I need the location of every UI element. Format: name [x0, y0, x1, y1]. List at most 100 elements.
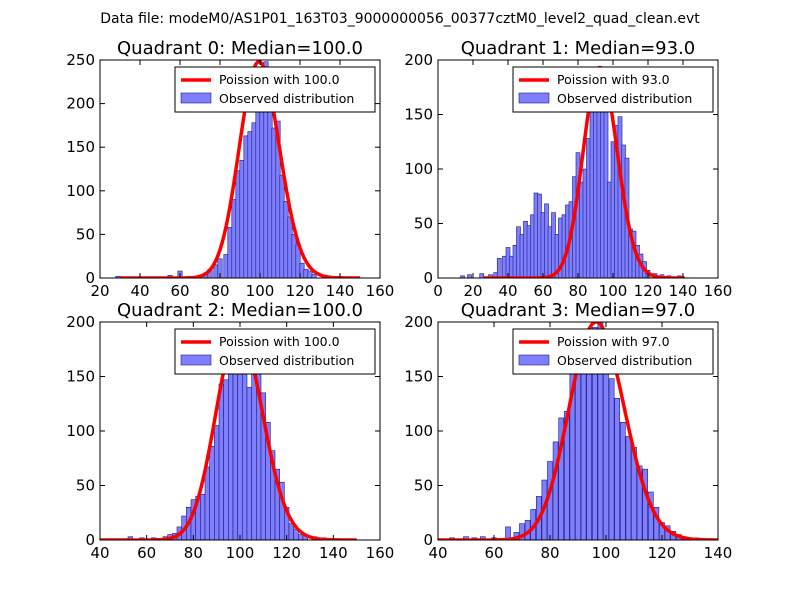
x-tick-label: 140 — [704, 544, 733, 562]
x-tick-label: 20 — [90, 282, 109, 300]
histogram-bar — [636, 465, 643, 540]
panel-quadrant-2: 40 60 80 100 120 140 160 0 50 100 150 200 Quadrant 2… — [66, 300, 394, 562]
y-tick-label: 250 — [66, 51, 95, 69]
poisson-curve — [483, 65, 685, 278]
x-tick-label: 160 — [366, 544, 395, 562]
histogram-bar — [625, 436, 632, 540]
histogram-bar — [228, 365, 234, 540]
x-tick-label: 120 — [634, 282, 663, 300]
x-tick-label: 100 — [599, 282, 628, 300]
y-tick-label: 50 — [414, 215, 433, 233]
histogram-bar — [519, 523, 525, 540]
panel-title: Quadrant 2: Median=100.0 — [117, 300, 363, 321]
legend-label-poisson: Poission with 97.0 — [557, 334, 670, 349]
x-tick-label: 140 — [326, 282, 355, 300]
y-tick-label: 100 — [66, 422, 95, 440]
y-tick-label: 150 — [404, 106, 433, 124]
x-tick-label: 80 — [184, 544, 203, 562]
legend: Poission with 100.0 Observed distribution — [174, 328, 376, 375]
x-tick-label: 160 — [704, 282, 733, 300]
panel-title: Quadrant 3: Median=97.0 — [461, 300, 696, 321]
y-tick-label: 150 — [66, 138, 95, 156]
legend-label-observed: Observed distribution — [557, 353, 692, 368]
y-tick-label: 100 — [66, 182, 95, 200]
x-tick-label: 20 — [463, 282, 482, 300]
y-tick-label: 200 — [66, 95, 95, 113]
x-tick-label: 40 — [498, 282, 517, 300]
x-tick-label: 60 — [533, 282, 552, 300]
histogram-bar — [467, 274, 472, 278]
legend-label-observed: Observed distribution — [219, 353, 354, 368]
plot-content — [460, 65, 685, 278]
x-tick-label: 120 — [648, 544, 677, 562]
legend-box — [174, 66, 376, 113]
histogram-bar — [603, 359, 609, 540]
histogram-bar — [242, 370, 248, 540]
histogram-bar — [217, 258, 223, 278]
histogram-bar — [209, 445, 215, 540]
legend-label-poisson: Poission with 100.0 — [219, 334, 340, 349]
histogram-bar — [204, 466, 210, 540]
plot-content — [115, 60, 361, 278]
y-tick-label: 100 — [404, 422, 433, 440]
y-tick-label: 100 — [404, 160, 433, 178]
legend-box — [512, 66, 714, 113]
legend: Poission with 100.0 Observed distribution — [174, 66, 376, 113]
histogram-bar — [575, 365, 581, 540]
x-tick-label: 160 — [366, 282, 395, 300]
x-tick-label: 0 — [433, 282, 443, 300]
legend-label-observed: Observed distribution — [219, 91, 354, 106]
histogram-bar — [298, 534, 304, 540]
legend-label-poisson: Poission with 100.0 — [219, 72, 340, 87]
x-tick-label: 100 — [246, 282, 275, 300]
y-tick-label: 200 — [404, 313, 433, 331]
panel-quadrant-1: 0 20 40 60 80 100 120 140 160 0 50 100 150 200 Quadran… — [404, 38, 732, 300]
histogram-bar — [647, 491, 654, 540]
legend-bar-swatch — [180, 92, 212, 104]
x-tick-label: 40 — [90, 544, 109, 562]
x-tick-label: 100 — [226, 544, 255, 562]
legend-box — [512, 328, 714, 375]
histogram-bar — [619, 421, 626, 540]
x-tick-label: 60 — [137, 544, 156, 562]
y-tick-label: 0 — [423, 531, 433, 549]
y-tick-label: 200 — [66, 313, 95, 331]
histogram-bar — [200, 493, 206, 540]
y-tick-label: 0 — [423, 269, 433, 287]
y-tick-label: 150 — [66, 368, 95, 386]
histogram-bar — [218, 383, 224, 540]
histogram-bar — [214, 425, 220, 540]
axes-frame — [99, 59, 381, 279]
histogram-bar — [246, 387, 252, 540]
histogram-bar — [288, 523, 294, 540]
plot-content — [438, 322, 718, 540]
x-tick-label: 120 — [272, 544, 301, 562]
x-tick-label: 120 — [286, 282, 315, 300]
legend-label-observed: Observed distribution — [557, 91, 692, 106]
legend-bar-swatch — [180, 354, 212, 366]
x-tick-label: 100 — [592, 544, 621, 562]
histogram-bar — [496, 258, 502, 278]
x-tick-label: 80 — [568, 282, 587, 300]
histogram-bar — [614, 397, 621, 540]
x-tick-label: 140 — [669, 282, 698, 300]
figure-suptitle: Data file: modeM0/AS1P01_163T03_90000000… — [100, 11, 700, 27]
legend: Poission with 97.0 Observed distribution — [512, 328, 714, 375]
histogram-bar — [591, 327, 598, 540]
histogram-bar — [460, 275, 465, 278]
histogram-bar — [223, 379, 229, 540]
histogram-bar — [479, 273, 485, 278]
y-tick-label: 50 — [76, 225, 95, 243]
y-tick-label: 0 — [85, 531, 95, 549]
histogram-bar — [311, 274, 317, 278]
x-tick-label: 40 — [130, 282, 149, 300]
y-tick-label: 50 — [76, 477, 95, 495]
x-tick-label: 60 — [170, 282, 189, 300]
x-tick-label: 80 — [210, 282, 229, 300]
x-tick-label: 60 — [484, 544, 503, 562]
histogram-bar — [558, 417, 565, 540]
histogram-bar — [580, 348, 587, 540]
y-tick-label: 200 — [404, 51, 433, 69]
x-tick-label: 80 — [540, 544, 559, 562]
